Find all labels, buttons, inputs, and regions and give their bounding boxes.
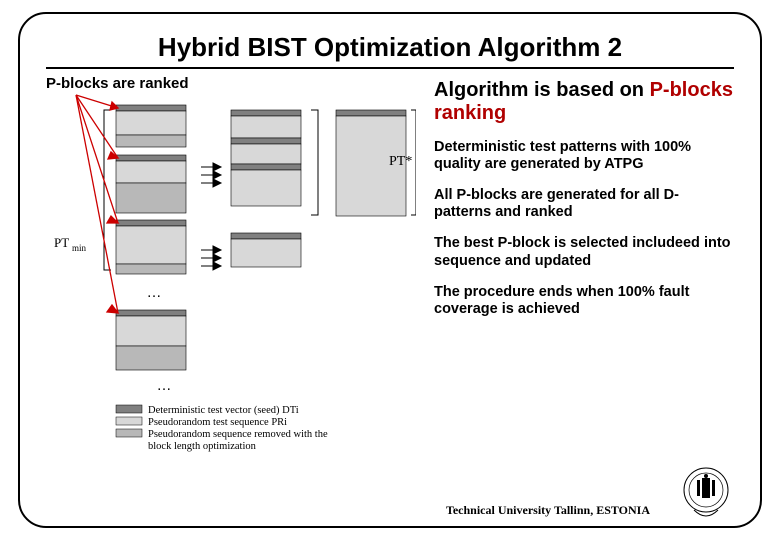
dots-1: …	[147, 284, 162, 301]
dots-2: …	[157, 377, 172, 394]
legend-3a: Pseudorandom sequence removed with the	[148, 429, 328, 440]
slide-title: Hybrid BIST Optimization Algorithm 2	[46, 32, 734, 63]
legend-1: Deterministic test vector (seed) DTi	[148, 405, 299, 416]
diagram-area: P-blocks are ranked	[46, 75, 416, 475]
text-column: Algorithm is based on P-blocks ranking D…	[434, 75, 734, 475]
pblock-diagram: … …	[46, 75, 416, 475]
ptmin-label: PT	[54, 235, 69, 250]
content-area: P-blocks are ranked	[46, 75, 734, 475]
title-rule	[46, 67, 734, 69]
pt-label: PT*	[389, 154, 412, 169]
footer-text: Technical University Tallinn, ESTONIA	[446, 503, 650, 518]
headline: Algorithm is based on P-blocks ranking	[434, 79, 734, 125]
para-3: The best P-block is selected includeed i…	[434, 235, 734, 269]
legend-3b: block length optimization	[148, 441, 257, 452]
university-crest-icon	[680, 466, 732, 524]
ptmin-sub: min	[72, 243, 87, 253]
para-4: The procedure ends when 100% fault cover…	[434, 284, 734, 318]
para-1: Deterministic test patterns with 100% qu…	[434, 139, 734, 173]
headline-prefix: Algorithm is based on	[434, 79, 650, 101]
legend-2: Pseudorandom test sequence PRi	[148, 417, 287, 428]
para-2: All P-blocks are generated for all D-pat…	[434, 187, 734, 221]
